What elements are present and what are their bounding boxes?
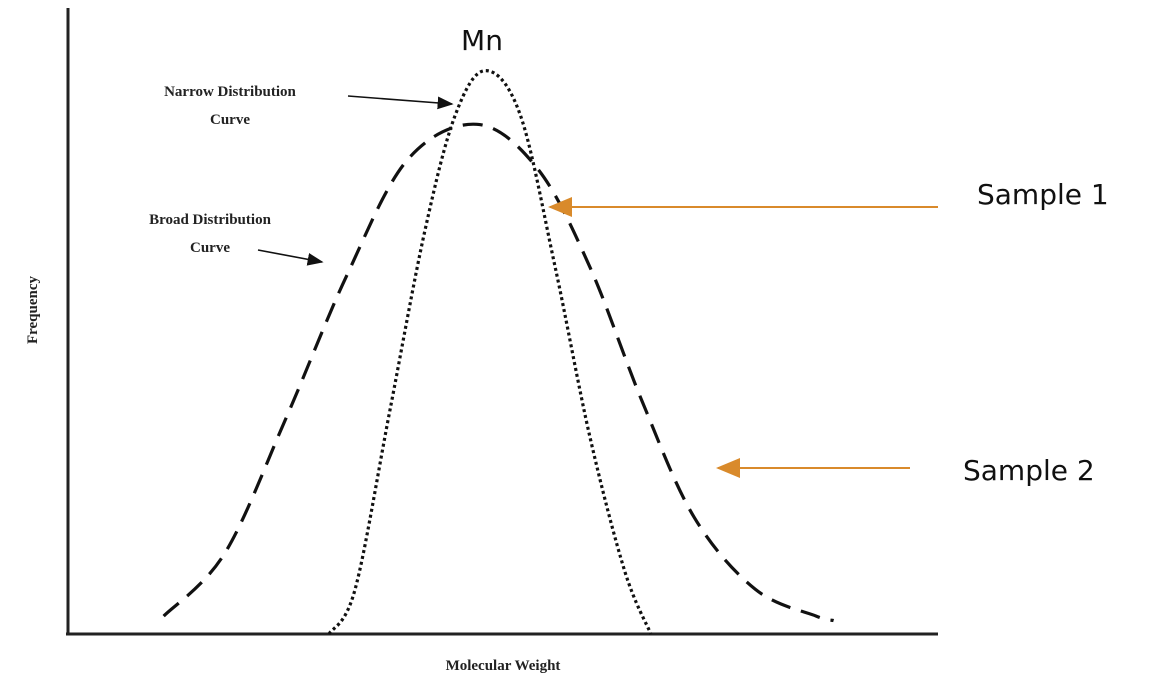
broad-curve-annotation-line2: Curve xyxy=(190,240,230,256)
narrow-curve-annotation-line2: Curve xyxy=(210,112,250,128)
broad-curve-annotation-line1: Broad Distribution xyxy=(149,212,271,228)
series-broad-distribution-curve xyxy=(162,122,835,623)
sample-2-label: Sample 2 xyxy=(963,454,1095,487)
narrow-curve-annotation-line1: Narrow Distribution xyxy=(164,84,296,100)
sample-1-label: Sample 1 xyxy=(977,178,1109,211)
series-narrow-distribution-curve xyxy=(327,68,653,635)
narrow-curve-annotation-arrow xyxy=(347,95,454,110)
broad-curve-annotation-arrow xyxy=(257,249,324,266)
x-axis-label: Molecular Weight xyxy=(446,658,561,674)
peak-label-mn: Mn xyxy=(461,24,503,57)
y-axis-label: Frequency xyxy=(25,275,41,344)
